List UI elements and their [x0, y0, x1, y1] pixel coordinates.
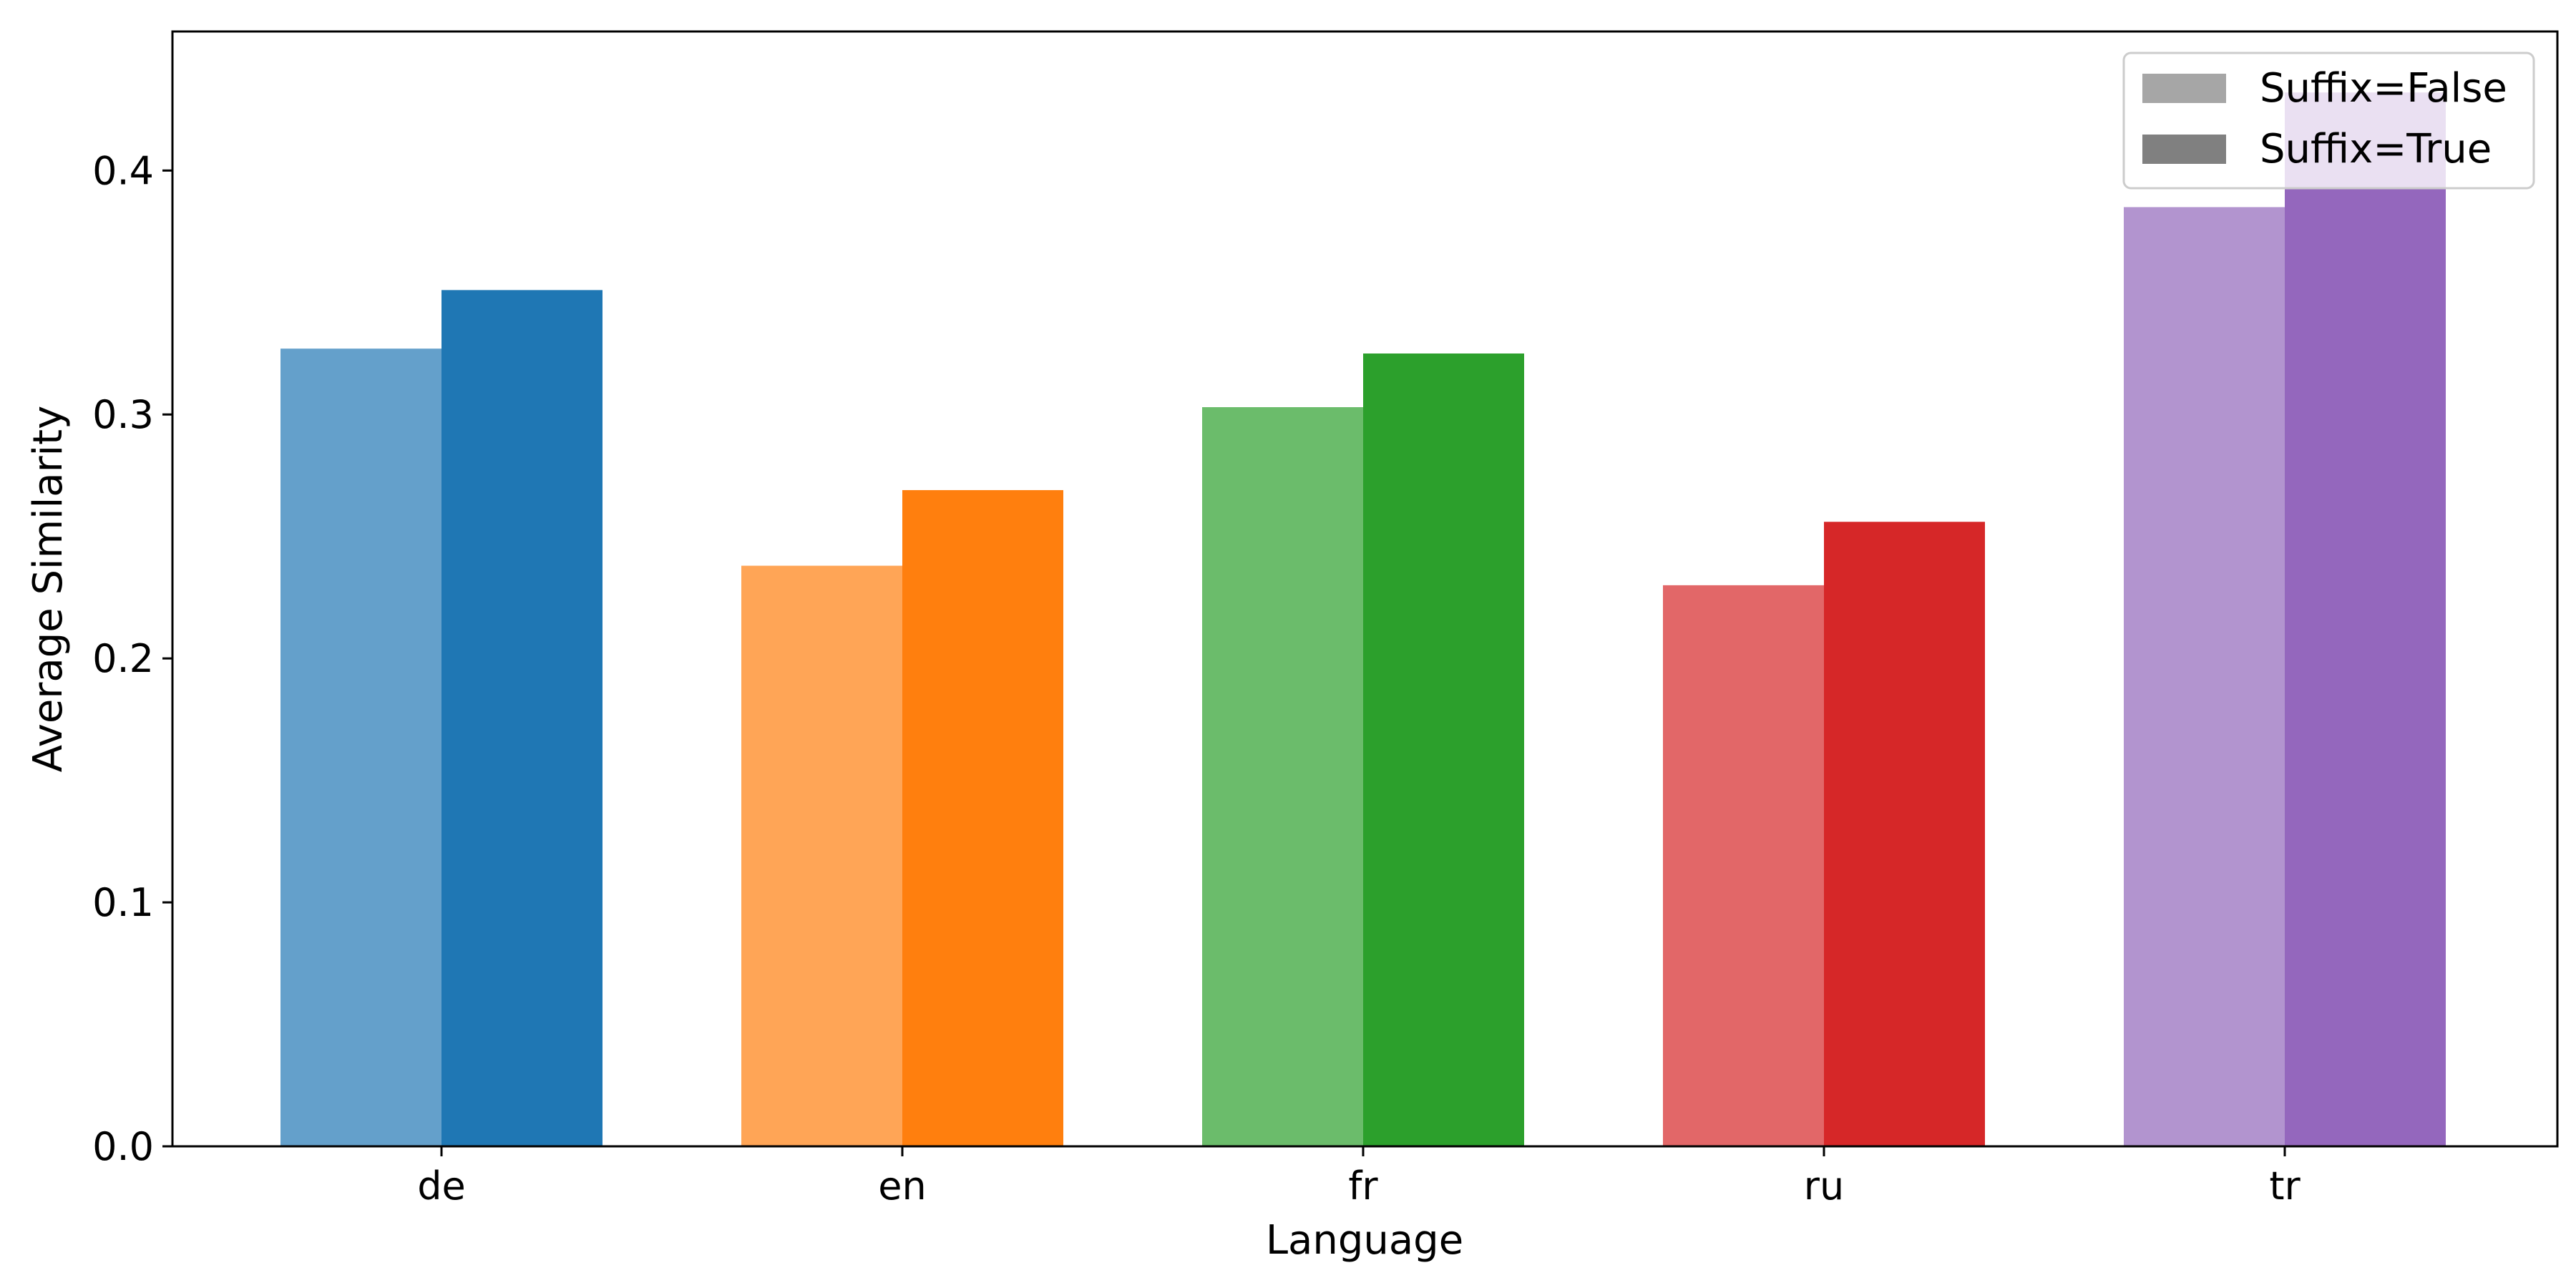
x-tick-label-ru: ru: [1804, 1163, 1844, 1209]
y-tick-label-0.0: 0.0: [92, 1124, 154, 1169]
legend-swatch-suffix-false: [2142, 74, 2226, 103]
x-tick-label-de: de: [417, 1163, 466, 1209]
y-axis-label: Average Similarity: [25, 406, 72, 773]
x-tick-label-tr: tr: [2269, 1163, 2301, 1209]
y-tick-label-0.3: 0.3: [92, 392, 154, 437]
bar-ru-suffix-true: [1824, 522, 1985, 1146]
bars-layer: [280, 92, 2446, 1147]
y-axis: 0.0 0.1 0.2 0.3 0.4: [92, 148, 172, 1169]
y-tick-label-0.4: 0.4: [92, 148, 154, 193]
bar-de-suffix-false: [280, 348, 441, 1146]
plot-frame: [171, 30, 2559, 1148]
x-tick-label-fr: fr: [1348, 1163, 1378, 1209]
legend-box: [2122, 52, 2535, 190]
bar-fr-suffix-false: [1202, 407, 1363, 1146]
bar-de-suffix-true: [441, 290, 602, 1147]
bar-tr-suffix-true: [2285, 92, 2446, 1147]
bar-ru-suffix-false: [1663, 585, 1824, 1146]
y-tick-label-0.2: 0.2: [92, 636, 154, 681]
legend-swatch-suffix-true: [2142, 135, 2226, 164]
bar-tr-suffix-false: [2124, 207, 2285, 1147]
x-axis-label: Language: [1266, 1217, 1463, 1264]
bar-fr-suffix-true: [1363, 353, 1524, 1146]
legend-label-suffix-true: Suffix=True: [2260, 126, 2492, 172]
bar-en-suffix-false: [741, 565, 902, 1146]
bar-en-suffix-true: [902, 489, 1063, 1146]
legend: Suffix=False Suffix=True: [2122, 52, 2535, 190]
x-tick-label-en: en: [878, 1163, 926, 1209]
x-axis: de en fr ru tr: [417, 1146, 2301, 1209]
y-tick-label-0.1: 0.1: [92, 880, 154, 925]
legend-label-suffix-false: Suffix=False: [2260, 65, 2507, 112]
